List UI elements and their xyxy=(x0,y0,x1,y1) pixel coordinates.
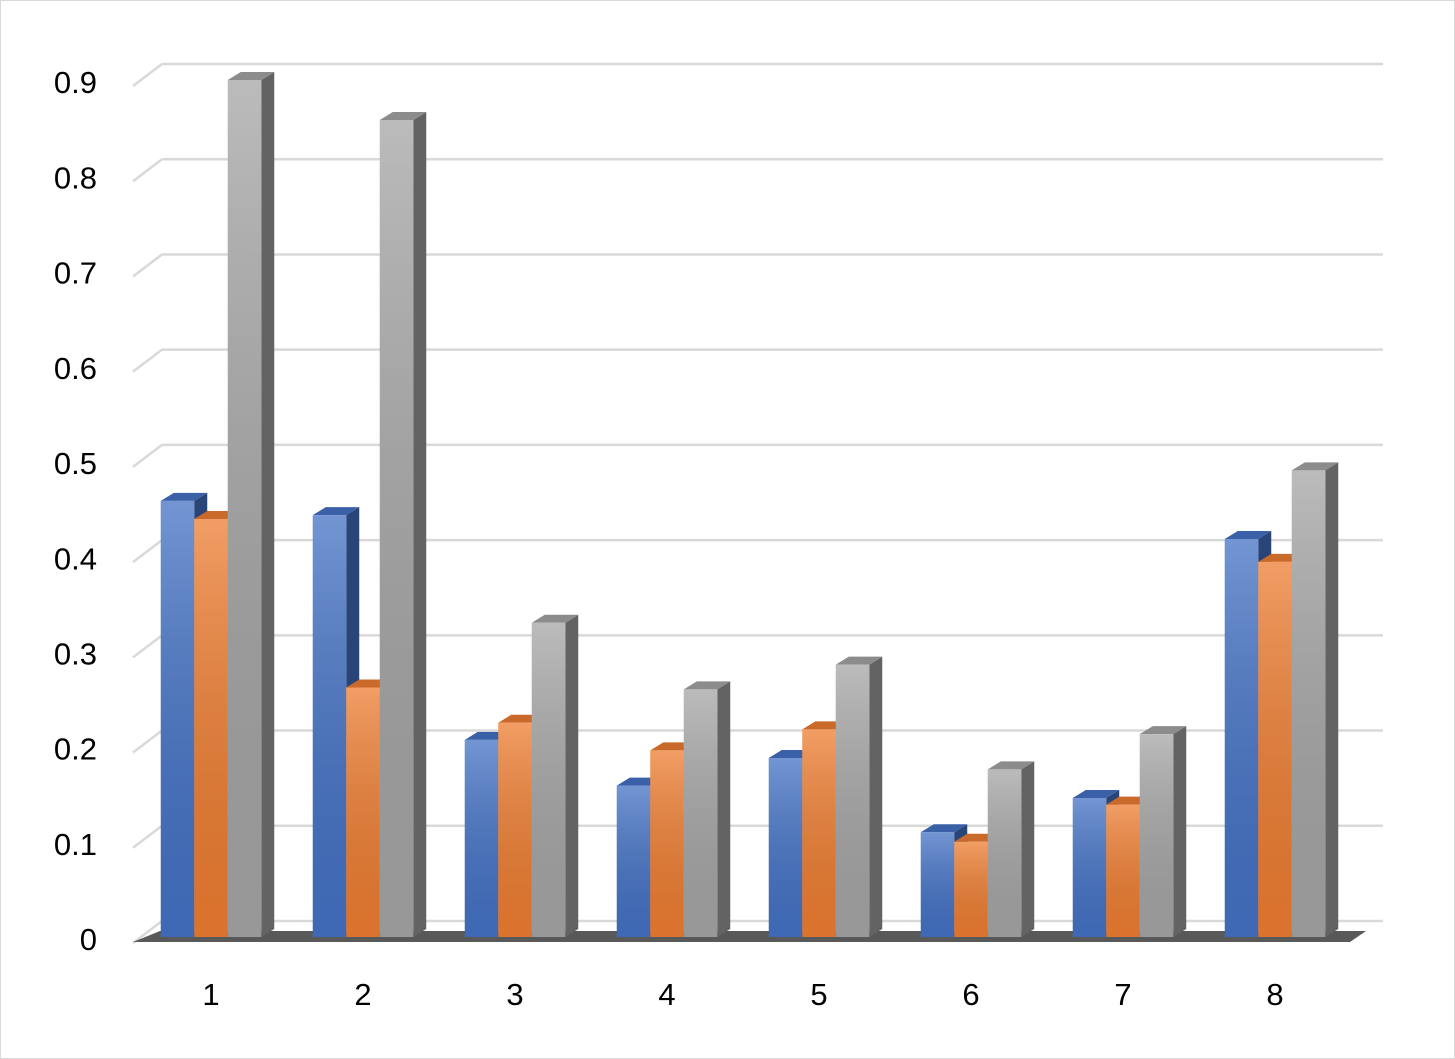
y-tick-label: 0 xyxy=(80,922,97,957)
bar-top xyxy=(683,681,731,690)
x-tick-label: 3 xyxy=(506,977,523,1012)
bar-shine xyxy=(1139,734,1174,937)
grid-tick xyxy=(132,158,163,183)
bar-shine xyxy=(987,769,1022,937)
bar-shine xyxy=(650,750,684,937)
bar-shine xyxy=(1224,538,1259,937)
bar-shine xyxy=(920,832,955,937)
x-tick-label: 1 xyxy=(202,977,219,1012)
bar-top xyxy=(1072,789,1120,798)
bar-top xyxy=(920,824,968,833)
bar-shine xyxy=(227,80,262,937)
bar-shine xyxy=(1291,470,1326,937)
grid-tick xyxy=(132,443,163,468)
bar-side xyxy=(413,111,427,937)
bar-top xyxy=(835,656,883,665)
bar-side xyxy=(261,72,275,937)
bar-shine xyxy=(768,757,803,937)
grid-tick xyxy=(132,348,163,373)
grid-tick xyxy=(132,920,163,944)
bar-shine xyxy=(379,119,414,937)
bar-shine xyxy=(954,841,988,937)
x-tick-label: 6 xyxy=(962,977,979,1012)
bar-shine xyxy=(346,687,380,937)
bar-side xyxy=(1173,726,1187,937)
bar-shine xyxy=(160,500,195,937)
bar-shine xyxy=(616,785,651,937)
x-tick-label: 5 xyxy=(810,977,827,1012)
bar-shine xyxy=(1258,561,1292,937)
bar-shine xyxy=(802,729,836,937)
y-tick-label: 0.8 xyxy=(54,160,97,195)
x-tick-label: 7 xyxy=(1114,977,1131,1012)
bar-top xyxy=(160,492,208,501)
bar-top xyxy=(312,507,360,516)
y-tick-label: 0.6 xyxy=(54,351,97,386)
bar-top xyxy=(227,72,275,80)
bar-shine xyxy=(683,689,718,937)
bar-side xyxy=(565,614,579,937)
bar-shine xyxy=(835,664,870,937)
bar-shine xyxy=(1106,804,1140,937)
grid-tick xyxy=(132,63,163,87)
bar-side xyxy=(869,656,883,937)
y-tick-label: 0.7 xyxy=(54,256,97,291)
bar-shine xyxy=(194,518,228,937)
x-tick-label: 8 xyxy=(1266,977,1283,1012)
y-tick-label: 0.4 xyxy=(54,541,97,576)
bar-shine xyxy=(531,622,566,937)
x-tick-label: 2 xyxy=(354,977,371,1012)
bar-top xyxy=(1224,530,1272,539)
grid-tick xyxy=(132,253,163,278)
bar-top xyxy=(1139,726,1187,735)
y-tick-label: 0.9 xyxy=(54,65,97,100)
y-tick-label: 0.5 xyxy=(54,446,97,481)
bar-shine xyxy=(498,722,532,937)
bar-top xyxy=(987,761,1035,770)
bar-side xyxy=(717,681,731,937)
bar-top xyxy=(1291,462,1339,471)
x-tick-label: 4 xyxy=(658,977,675,1012)
grid-tick xyxy=(132,824,163,849)
floor xyxy=(133,931,1366,942)
grid-tick xyxy=(132,634,163,659)
bar-top xyxy=(379,111,427,120)
y-tick-label: 0.3 xyxy=(54,637,97,672)
grid-tick xyxy=(132,539,163,564)
bar-top xyxy=(531,614,579,623)
bar-shine xyxy=(312,515,347,937)
y-tick-label: 0.1 xyxy=(54,827,97,862)
bar-shine xyxy=(464,739,499,937)
y-tick-label: 0.2 xyxy=(54,732,97,767)
bar-side xyxy=(1325,462,1339,937)
bars xyxy=(160,72,1339,937)
grid-tick xyxy=(132,729,163,754)
bar-shine xyxy=(1072,797,1107,937)
bar-side xyxy=(1021,761,1035,937)
